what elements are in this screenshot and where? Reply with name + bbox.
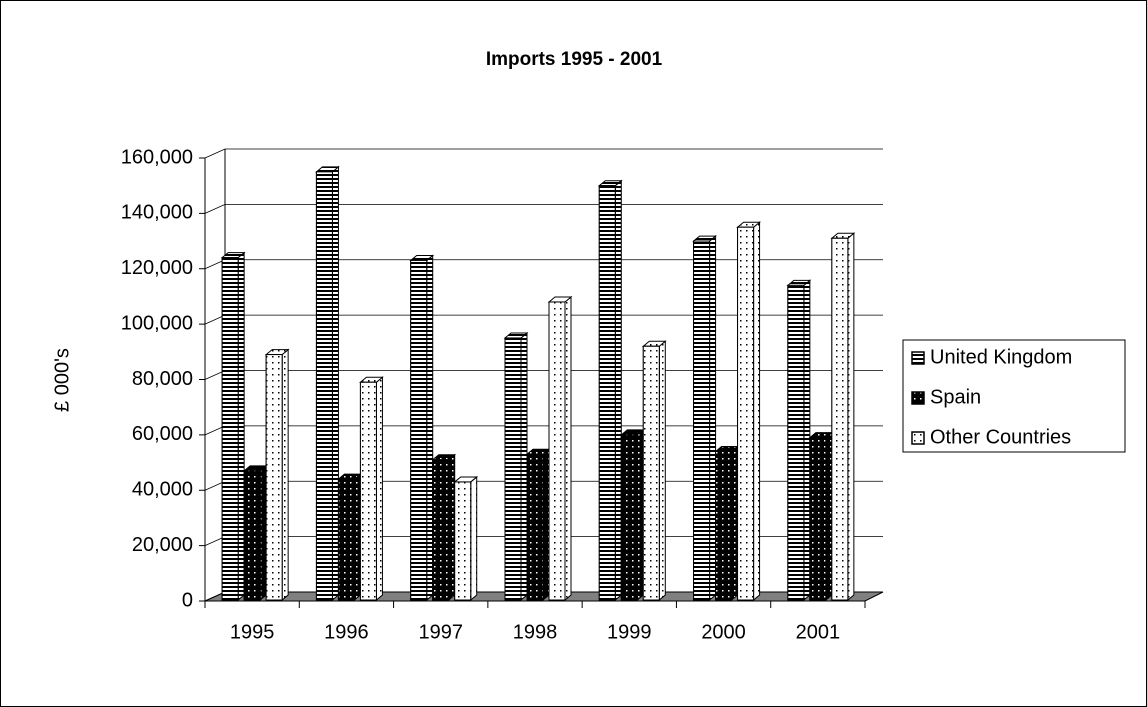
bar xyxy=(315,165,340,602)
x-tick-label: 1997 xyxy=(418,621,463,643)
bar-front-pattern xyxy=(787,284,805,601)
bar-side xyxy=(636,428,644,602)
bar-side xyxy=(520,331,528,602)
x-tick-label: 1999 xyxy=(607,621,652,643)
bar-front-pattern xyxy=(337,478,355,601)
bar-side xyxy=(564,295,572,602)
bar xyxy=(431,453,457,602)
bar xyxy=(830,232,856,602)
bar-side xyxy=(448,453,456,602)
y-tick-label: 120,000 xyxy=(121,257,193,279)
bar-front-pattern xyxy=(243,470,261,601)
bar-front-pattern xyxy=(715,450,733,601)
bar-front-pattern xyxy=(432,459,450,601)
bar xyxy=(453,475,479,602)
grid-line xyxy=(204,314,883,325)
bar-front-pattern xyxy=(809,437,827,601)
bar-front-pattern xyxy=(359,381,377,601)
bar xyxy=(242,464,268,602)
bar-side xyxy=(709,234,717,602)
bar-front-pattern xyxy=(737,226,755,601)
legend-box xyxy=(902,339,1126,453)
bar xyxy=(641,340,667,602)
bar-side xyxy=(542,448,550,602)
bar xyxy=(808,431,834,602)
bar-side xyxy=(331,165,339,602)
bar xyxy=(692,234,717,602)
grid-line xyxy=(204,148,883,159)
bar-front-pattern xyxy=(265,354,283,601)
legend-swatch xyxy=(911,351,925,365)
bar-side xyxy=(259,464,267,602)
bar-front-pattern xyxy=(831,237,849,601)
bar-side xyxy=(825,431,833,602)
bar-side xyxy=(281,348,289,602)
x-tick-label: 2001 xyxy=(796,621,841,643)
bar xyxy=(409,254,435,602)
bar-front-pattern xyxy=(548,301,566,601)
bar-side xyxy=(658,340,666,602)
bar-side xyxy=(803,279,811,602)
y-tick-label: 160,000 xyxy=(121,146,193,168)
x-tick-label: 1996 xyxy=(324,621,369,643)
bar-side xyxy=(237,251,245,602)
bar-front-pattern xyxy=(410,259,428,601)
bar xyxy=(547,295,573,602)
bar-side xyxy=(470,475,478,602)
y-tick-label: 0 xyxy=(182,589,193,611)
bar-front-pattern xyxy=(315,171,333,601)
legend-label: United Kingdom xyxy=(930,346,1072,368)
y-tick-label: 100,000 xyxy=(121,312,193,334)
grid-line xyxy=(204,370,883,380)
y-tick-label: 60,000 xyxy=(132,423,193,445)
legend-label: Spain xyxy=(930,386,981,408)
legend-label: Other Countries xyxy=(930,426,1071,448)
bar-front-pattern xyxy=(526,453,544,601)
bar xyxy=(619,428,645,602)
bar-side xyxy=(731,445,739,602)
bar xyxy=(714,445,739,602)
chart-title: Imports 1995 - 2001 xyxy=(486,49,663,70)
bar xyxy=(359,376,384,602)
bar xyxy=(337,473,362,602)
grid-line xyxy=(204,203,883,214)
y-tick-label: 40,000 xyxy=(132,479,193,501)
bar-side xyxy=(353,473,361,602)
bar-side xyxy=(847,232,855,602)
bar xyxy=(525,448,551,602)
x-tick-label: 2000 xyxy=(701,621,746,643)
grid-line xyxy=(204,259,883,270)
bar xyxy=(597,179,623,602)
bar xyxy=(786,279,812,602)
grid-line xyxy=(204,425,883,436)
bar-side xyxy=(426,254,434,602)
bar-front-pattern xyxy=(620,434,638,601)
bar-front-pattern xyxy=(504,337,522,601)
y-tick-label: 80,000 xyxy=(132,368,193,390)
bar-front-pattern xyxy=(642,345,660,601)
bar-front-pattern xyxy=(454,481,472,601)
bar xyxy=(736,221,761,602)
bar-side xyxy=(375,376,383,602)
bar-front-pattern xyxy=(693,240,711,601)
legend-swatch xyxy=(911,431,925,445)
x-tick-label: 1995 xyxy=(230,621,275,643)
bar xyxy=(220,251,246,602)
bar-front-pattern xyxy=(221,257,239,601)
y-axis-label: £ 000's xyxy=(51,348,73,412)
y-tick-label: 140,000 xyxy=(121,202,193,224)
bar-side xyxy=(614,179,622,602)
y-tick-label: 20,000 xyxy=(132,534,193,556)
bar xyxy=(264,348,290,602)
bar-front-pattern xyxy=(598,185,616,601)
bar xyxy=(503,331,529,602)
bar-side xyxy=(753,221,761,602)
legend-swatch xyxy=(911,391,925,405)
x-tick-label: 1998 xyxy=(513,621,558,643)
